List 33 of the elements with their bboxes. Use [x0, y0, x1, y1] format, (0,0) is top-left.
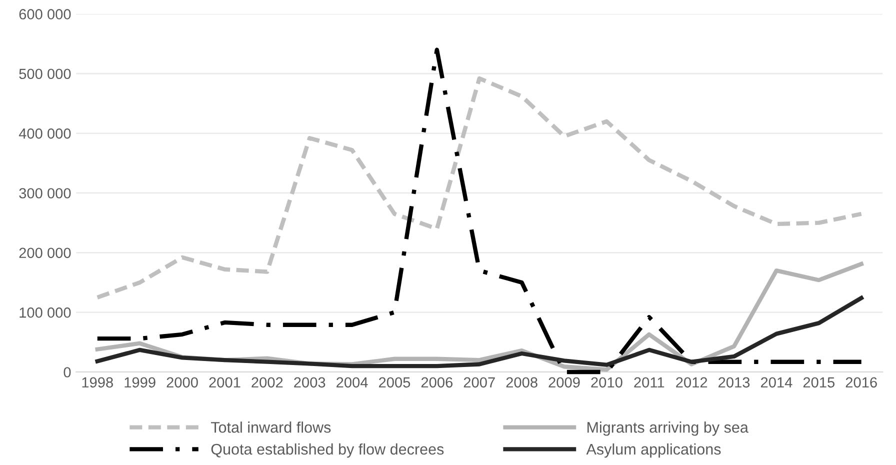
x-tick-label: 2009: [548, 377, 580, 388]
y-tick-label: 100 000: [20, 307, 71, 318]
line-series: [95, 296, 864, 368]
x-tick-label: 2010: [591, 377, 622, 388]
x-tick-label: 2000: [166, 377, 198, 388]
legend-label: Asylum applications: [586, 443, 721, 458]
x-tick-label: 2012: [676, 377, 708, 388]
x-tick-label: 2007: [464, 377, 495, 388]
y-tick-label: 600 000: [19, 9, 71, 20]
x-tick-label: 1999: [124, 377, 156, 388]
x-tick-label: 2011: [634, 377, 664, 388]
x-tick-label: 2008: [506, 377, 538, 388]
x-tick-label: 2001: [209, 377, 240, 388]
y-tick-label: 200 000: [19, 248, 71, 258]
x-tick-label: 2005: [378, 377, 410, 388]
line-series: [95, 48, 864, 374]
x-tick-label: 2006: [421, 377, 452, 388]
y-tick-label: 500 000: [19, 68, 71, 80]
legend-label: Quota established by flow decrees: [211, 443, 444, 458]
x-tick-label: 2014: [760, 377, 792, 388]
x-tick-label: 2015: [803, 377, 835, 388]
y-tick-label: 0: [64, 367, 71, 378]
y-tick-label: 300 000: [19, 188, 71, 198]
x-tick-label: 2016: [846, 377, 877, 388]
legend-label: Total inward flows: [210, 422, 331, 433]
x-tick-label: 2002: [252, 377, 283, 388]
x-tick-label: 2013: [718, 377, 750, 388]
legend-label: Migrants arriving by sea: [588, 422, 748, 436]
x-tick-label: 1998: [82, 377, 113, 388]
line-series: [95, 76, 864, 300]
x-tick-label: 2003: [294, 377, 326, 388]
x-tick-label: 2004: [336, 377, 368, 388]
y-tick-label: 400 000: [18, 128, 71, 139]
